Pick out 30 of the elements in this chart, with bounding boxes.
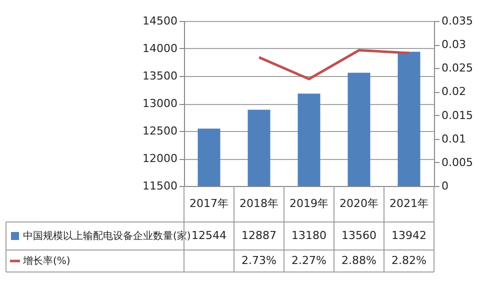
data-label: 13180 xyxy=(292,229,326,242)
x-tick-label: 2018年 xyxy=(240,197,278,210)
y-tick-label: 14000 xyxy=(142,42,178,55)
y2-tick-label: 0.03 xyxy=(442,38,466,52)
y2-tick-label: 0.02 xyxy=(442,85,466,98)
legend-label: 增长率(%) xyxy=(22,255,70,267)
data-label: 2.88% xyxy=(342,254,376,267)
data-label: 2.73% xyxy=(242,254,276,267)
data-label: 13560 xyxy=(342,229,376,242)
y-tick-label: 12500 xyxy=(142,124,178,138)
data-label: 2.27% xyxy=(292,254,326,267)
y-tick-label: 13500 xyxy=(142,70,178,82)
data-label: 13942 xyxy=(392,229,426,242)
y-tick-label: 11500 xyxy=(142,180,178,192)
y2-tick-label: 0 xyxy=(442,180,448,192)
y2-tick-label: 0.015 xyxy=(442,108,473,122)
x-tick-label: 2019年 xyxy=(290,197,328,210)
data-label: 12544 xyxy=(192,229,226,242)
x-tick-label: 2017年 xyxy=(190,197,228,210)
y2-tick-label: 0.005 xyxy=(442,156,473,169)
y2-tick-label: 0.01 xyxy=(442,132,466,146)
x-tick-label: 2020年 xyxy=(340,197,378,210)
x-tick-label: 2021年 xyxy=(390,197,428,210)
data-label: 2.82% xyxy=(392,254,426,267)
y2-tick-label: 0.025 xyxy=(442,62,473,75)
y-tick-label: 12000 xyxy=(142,152,178,165)
y-tick-label: 13000 xyxy=(142,97,178,110)
y2-tick-label: 0.035 xyxy=(442,14,473,28)
y-tick-label: 14500 xyxy=(142,14,178,28)
data-label: 12887 xyxy=(242,229,276,242)
